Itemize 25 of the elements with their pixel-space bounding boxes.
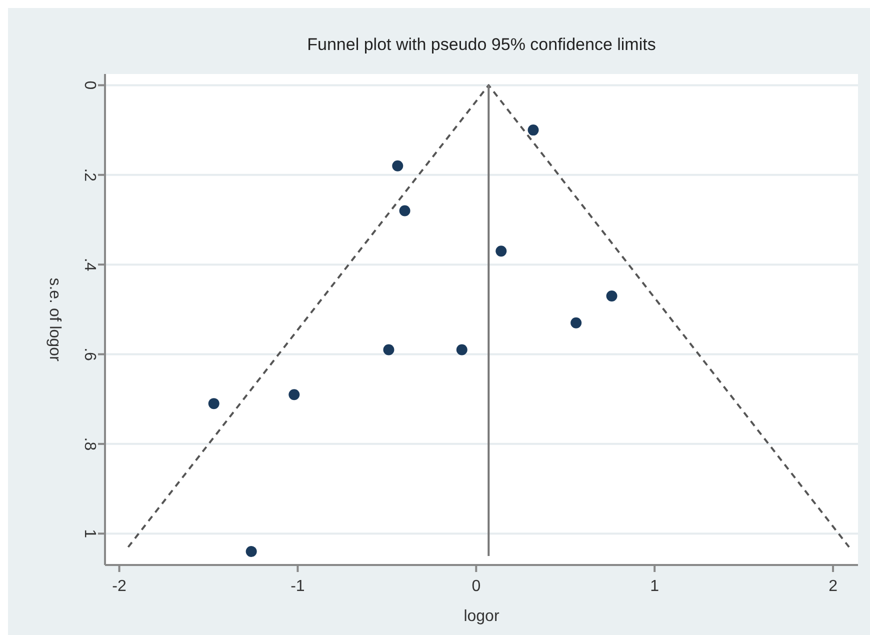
y-tick-label: .6 [81,348,98,362]
x-tick-label: 1 [650,578,660,595]
chart-title: Funnel plot with pseudo 95% confidence limits [307,35,656,54]
y-tick-label: .4 [81,258,98,272]
y-tick-label: .2 [81,168,98,182]
point [246,546,257,558]
point [399,205,410,216]
point [208,398,220,410]
point [496,246,507,257]
x-tick-label: 0 [472,578,481,595]
x-tick-label: 2 [828,578,838,595]
point [606,290,618,302]
point [392,160,404,172]
point [288,389,300,400]
x-axis-title: logor [464,608,500,625]
x-tick-label: -1 [290,578,305,595]
point [456,344,468,356]
x-tick-label: -2 [112,578,126,595]
point [570,317,582,328]
point [383,344,394,356]
y-tick-label: .8 [81,437,98,451]
point [528,124,539,136]
y-axis-title: s.e. of logor [46,278,63,362]
y-tick-label: 1 [81,529,98,538]
y-tick-label: 0 [81,80,98,90]
